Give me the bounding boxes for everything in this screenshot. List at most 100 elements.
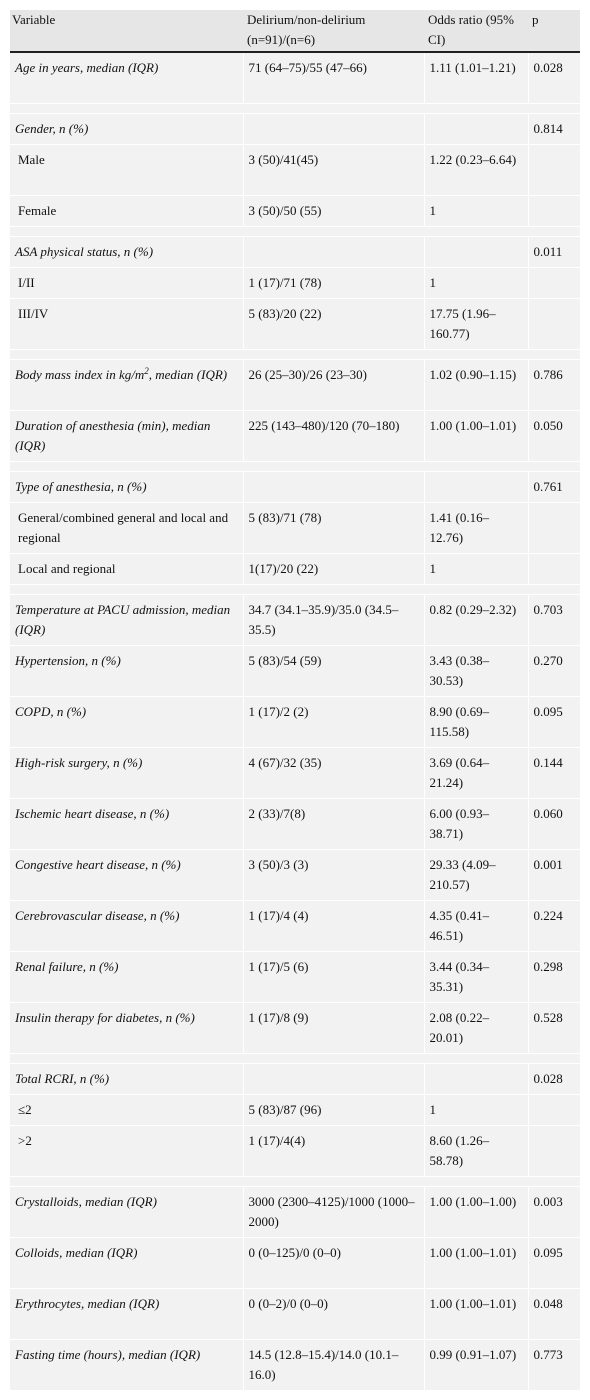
row-odds: 1 bbox=[423, 553, 528, 585]
row-group: 1(17)/20 (22) bbox=[242, 553, 424, 585]
row-spacer bbox=[10, 226, 580, 237]
row-odds: 1.00 (1.00–1.00) bbox=[423, 1186, 528, 1238]
row-label: Crystalloids, median (IQR) bbox=[10, 1186, 243, 1238]
row-odds: 0.99 (0.91–1.07) bbox=[423, 1339, 528, 1391]
row-group: 1 (17)/4(4) bbox=[242, 1125, 424, 1177]
row-odds: 3.44 (0.34–35.31) bbox=[423, 951, 528, 1003]
table-row: Local and regional 1(17)/20 (22) 1 bbox=[10, 553, 580, 585]
row-group: 3 (50)/3 (3) bbox=[242, 849, 424, 901]
row-label: General/combined general and local and r… bbox=[10, 502, 243, 554]
row-group bbox=[242, 236, 424, 268]
row-p: 0.048 bbox=[527, 1288, 580, 1340]
row-group: 1 (17)/8 (9) bbox=[242, 1002, 424, 1054]
row-label: Insulin therapy for diabetes, n (%) bbox=[10, 1002, 243, 1054]
header-variable: Variable bbox=[10, 10, 243, 53]
header-p: p bbox=[528, 10, 580, 53]
table-row: General/combined general and local and r… bbox=[10, 502, 580, 554]
row-group: 2 (33)/7(8) bbox=[242, 798, 424, 850]
table-body: Age in years, median (IQR) 71 (64–75)/55… bbox=[10, 52, 580, 1391]
header-group: Delirium/non-delirium (n=91)/(n=6) bbox=[243, 10, 424, 53]
row-group: 5 (83)/71 (78) bbox=[242, 502, 424, 554]
row-label: III/IV bbox=[10, 298, 243, 350]
row-p: 0.144 bbox=[527, 747, 580, 799]
row-label: Gender, n (%) bbox=[10, 113, 243, 145]
row-group: 3 (50)/41(45) bbox=[242, 144, 424, 196]
table-row: Type of anesthesia, n (%) 0.761 bbox=[10, 471, 580, 503]
row-p: 0.028 bbox=[527, 52, 580, 104]
row-spacer bbox=[10, 584, 580, 595]
row-odds: 0.82 (0.29–2.32) bbox=[423, 594, 528, 646]
row-label: Cerebrovascular disease, n (%) bbox=[10, 900, 243, 952]
row-odds: 1.41 (0.16–12.76) bbox=[423, 502, 528, 554]
row-odds bbox=[423, 236, 528, 268]
table-row: Duration of anesthesia (min), median (IQ… bbox=[10, 410, 580, 462]
row-odds: 29.33 (4.09–210.57) bbox=[423, 849, 528, 901]
row-odds: 3.69 (0.64–21.24) bbox=[423, 747, 528, 799]
row-odds bbox=[423, 471, 528, 503]
row-label: ASA physical status, n (%) bbox=[10, 236, 243, 268]
table-row: Insulin therapy for diabetes, n (%) 1 (1… bbox=[10, 1002, 580, 1054]
row-odds: 6.00 (0.93–38.71) bbox=[423, 798, 528, 850]
row-spacer bbox=[10, 1053, 580, 1064]
row-label-superscript: 2 bbox=[144, 366, 149, 376]
row-label: Male bbox=[10, 144, 243, 196]
table-row: ASA physical status, n (%) 0.011 bbox=[10, 236, 580, 268]
row-p: 0.786 bbox=[527, 359, 580, 411]
table-row: ≤2 5 (83)/87 (96) 1 bbox=[10, 1094, 580, 1126]
table-row: Congestive heart disease, n (%) 3 (50)/3… bbox=[10, 849, 580, 901]
row-odds: 4.35 (0.41–46.51) bbox=[423, 900, 528, 952]
row-group: 5 (83)/54 (59) bbox=[242, 645, 424, 697]
row-group: 14.5 (12.8–15.4)/14.0 (10.1–16.0) bbox=[242, 1339, 424, 1391]
table-row: Crystalloids, median (IQR) 3000 (2300–41… bbox=[10, 1186, 580, 1238]
row-label: Female bbox=[10, 195, 243, 227]
table-row: >2 1 (17)/4(4) 8.60 (1.26–58.78) bbox=[10, 1125, 580, 1177]
odds-ratio-table-container: Variable Delirium/non-delirium (n=91)/(n… bbox=[10, 10, 580, 1391]
row-label: Ischemic heart disease, n (%) bbox=[10, 798, 243, 850]
row-group: 0 (0–125)/0 (0–0) bbox=[242, 1237, 424, 1289]
row-odds: 1 bbox=[423, 267, 528, 299]
row-group: 3000 (2300–4125)/1000 (1000–2000) bbox=[242, 1186, 424, 1238]
row-odds: 1.11 (1.01–1.21) bbox=[423, 52, 528, 104]
row-p: 0.001 bbox=[527, 849, 580, 901]
row-spacer bbox=[10, 103, 580, 114]
table-row: Body mass index in kg/m2, median (IQR) 2… bbox=[10, 359, 580, 411]
row-spacer bbox=[10, 461, 580, 472]
row-odds: 1.00 (1.00–1.01) bbox=[423, 410, 528, 462]
row-p: 0.224 bbox=[527, 900, 580, 952]
row-group: 1 (17)/2 (2) bbox=[242, 696, 424, 748]
row-label: Erythrocytes, median (IQR) bbox=[10, 1288, 243, 1340]
row-label: Temperature at PACU admission, median (I… bbox=[10, 594, 243, 646]
row-spacer bbox=[10, 349, 580, 360]
row-p bbox=[527, 553, 580, 585]
table-row: Renal failure, n (%) 1 (17)/5 (6) 3.44 (… bbox=[10, 951, 580, 1003]
row-odds bbox=[423, 113, 528, 145]
row-p: 0.761 bbox=[527, 471, 580, 503]
row-label: Renal failure, n (%) bbox=[10, 951, 243, 1003]
row-p: 0.060 bbox=[527, 798, 580, 850]
table-row: Total RCRI, n (%) 0.028 bbox=[10, 1063, 580, 1095]
table-row: III/IV 5 (83)/20 (22) 17.75 (1.96–160.77… bbox=[10, 298, 580, 350]
row-label-text-end: , median (IQR) bbox=[148, 367, 228, 382]
table-row: Erythrocytes, median (IQR) 0 (0–2)/0 (0–… bbox=[10, 1288, 580, 1340]
row-p: 0.095 bbox=[527, 696, 580, 748]
row-p: 0.814 bbox=[527, 113, 580, 145]
table-row: Male 3 (50)/41(45) 1.22 (0.23–6.64) bbox=[10, 144, 580, 196]
table-row: Fasting time (hours), median (IQR) 14.5 … bbox=[10, 1339, 580, 1391]
row-odds: 17.75 (1.96–160.77) bbox=[423, 298, 528, 350]
row-p: 0.095 bbox=[527, 1237, 580, 1289]
table-row: I/II 1 (17)/71 (78) 1 bbox=[10, 267, 580, 299]
row-p bbox=[527, 144, 580, 196]
row-odds: 1.02 (0.90–1.15) bbox=[423, 359, 528, 411]
row-group: 1 (17)/4 (4) bbox=[242, 900, 424, 952]
row-p: 0.703 bbox=[527, 594, 580, 646]
row-label: COPD, n (%) bbox=[10, 696, 243, 748]
row-odds: 8.60 (1.26–58.78) bbox=[423, 1125, 528, 1177]
header-odds-ratio: Odds ratio (95% CI) bbox=[424, 10, 528, 53]
table-row: COPD, n (%) 1 (17)/2 (2) 8.90 (0.69–115.… bbox=[10, 696, 580, 748]
row-spacer bbox=[10, 1176, 580, 1187]
row-group: 71 (64–75)/55 (47–66) bbox=[242, 52, 424, 104]
row-label: Local and regional bbox=[10, 553, 243, 585]
row-p: 0.028 bbox=[527, 1063, 580, 1095]
row-group: 5 (83)/87 (96) bbox=[242, 1094, 424, 1126]
row-p bbox=[527, 1094, 580, 1126]
